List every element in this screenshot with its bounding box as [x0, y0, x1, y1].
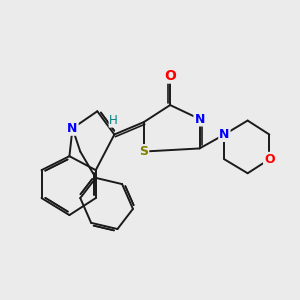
Text: H: H	[109, 114, 118, 127]
Text: S: S	[139, 145, 148, 158]
Text: N: N	[219, 128, 230, 141]
Text: N: N	[194, 112, 205, 125]
Text: N: N	[67, 122, 78, 135]
Text: O: O	[264, 153, 274, 166]
Text: O: O	[164, 69, 176, 82]
